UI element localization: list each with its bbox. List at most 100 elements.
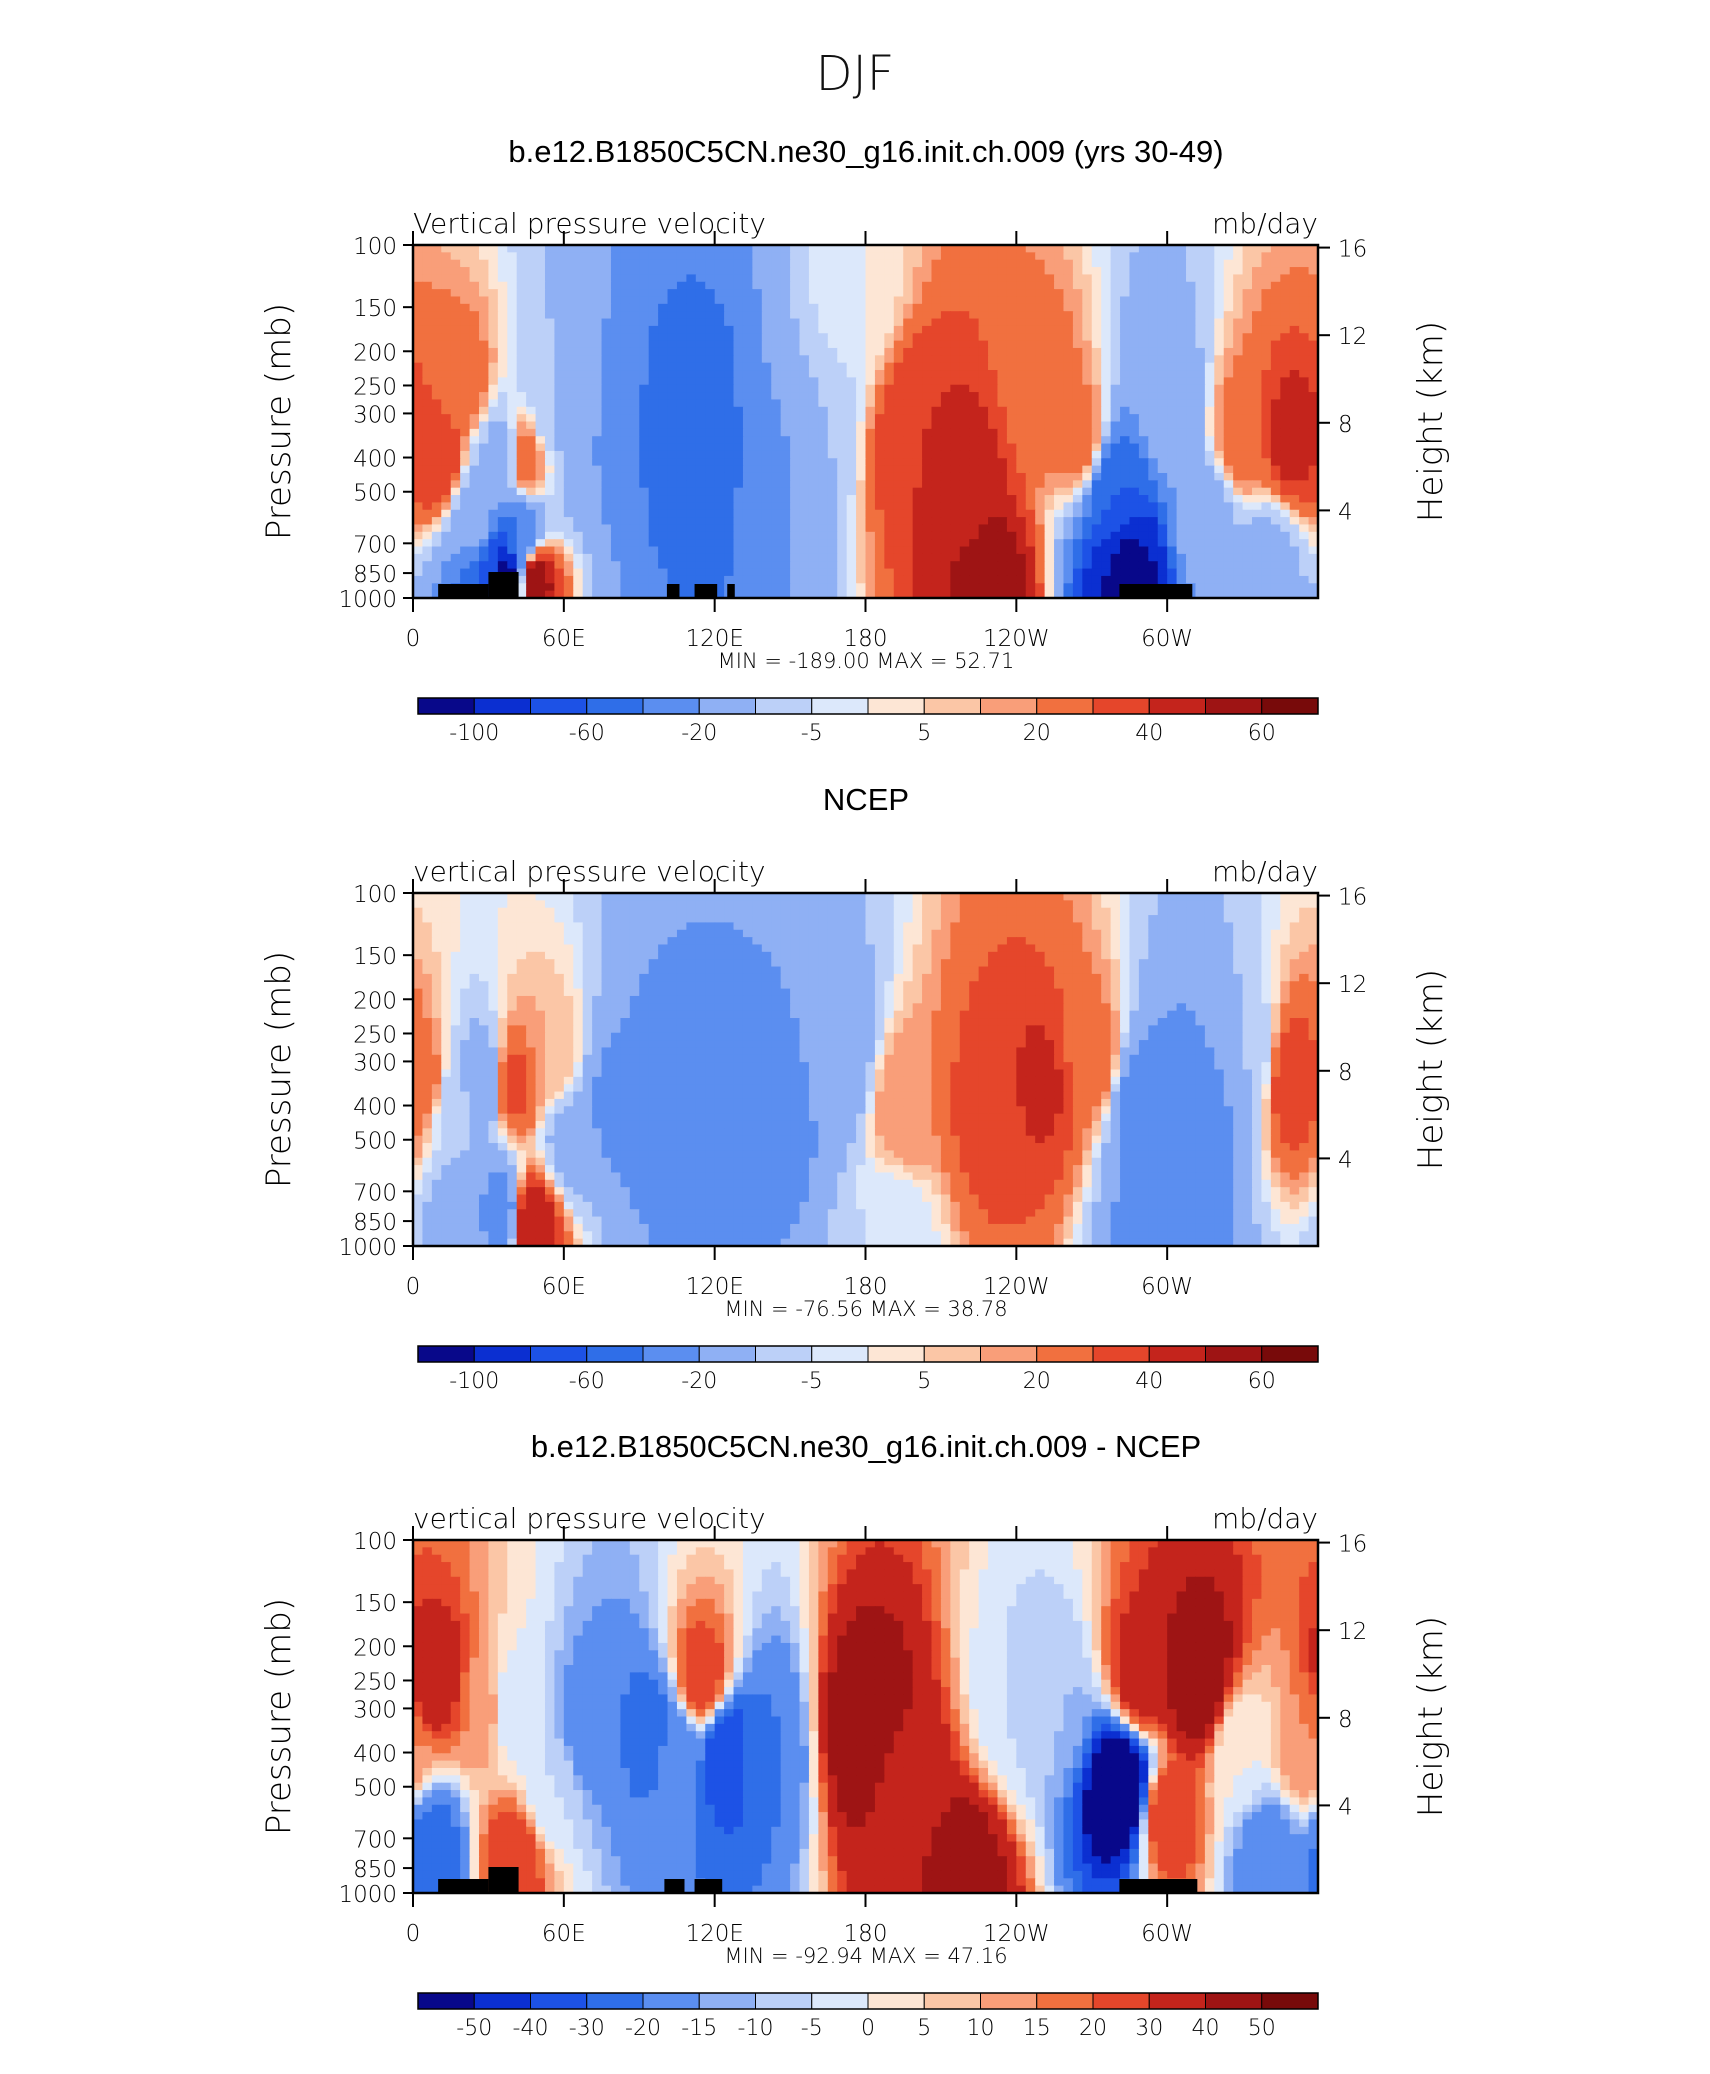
field-cell	[903, 495, 914, 503]
field-cell	[1176, 384, 1187, 393]
field-cell	[535, 583, 546, 592]
field-cell	[554, 377, 565, 386]
field-cell	[1120, 296, 1131, 305]
field-cell	[1035, 539, 1046, 548]
field-cell	[1138, 480, 1149, 489]
field-cell	[620, 406, 631, 415]
field-cell	[554, 480, 565, 489]
field-cell	[1072, 296, 1083, 305]
field-cell	[978, 487, 989, 496]
field-cell	[488, 458, 499, 467]
field-cell	[1129, 502, 1140, 511]
field-cell	[988, 406, 999, 415]
field-cell	[978, 281, 989, 290]
field-cell	[667, 465, 678, 474]
field-cell	[1176, 546, 1187, 555]
field-cell	[865, 311, 876, 320]
field-cell	[884, 465, 895, 474]
field-cell	[658, 509, 669, 518]
field-cell	[997, 281, 1008, 290]
field-cell	[497, 421, 508, 430]
field-cell	[1044, 583, 1055, 592]
field-cell	[705, 414, 716, 423]
field-cell	[1148, 406, 1159, 415]
field-cell	[1299, 318, 1310, 327]
field-cell	[1299, 524, 1310, 533]
field-cell	[413, 436, 424, 445]
field-cell	[1242, 568, 1253, 577]
field-cell	[846, 392, 857, 401]
field-cell	[573, 517, 584, 526]
field-cell	[441, 296, 452, 305]
field-cell	[573, 590, 584, 599]
field-cell	[1176, 355, 1187, 364]
field-cell	[1308, 355, 1319, 364]
field-cell	[752, 472, 763, 481]
field-cell	[1035, 502, 1046, 511]
field-cell	[969, 333, 980, 342]
field-cell	[1006, 900, 1017, 909]
field-cell	[1167, 384, 1178, 393]
field-cell	[1308, 472, 1319, 481]
field-cell	[856, 289, 867, 298]
field-cell	[431, 915, 442, 924]
field-cell	[601, 428, 612, 437]
field-cell	[893, 340, 904, 349]
field-cell	[592, 907, 603, 916]
colorbar-swatch	[1036, 697, 1094, 715]
field-cell	[639, 347, 650, 356]
field-cell	[922, 414, 933, 423]
field-cell	[592, 495, 603, 503]
field-cell	[695, 392, 706, 401]
field-cell	[667, 907, 678, 916]
field-cell	[507, 414, 518, 423]
field-cell	[771, 428, 782, 437]
field-cell	[846, 281, 857, 290]
field-cell	[686, 495, 697, 503]
colorbar-swatch	[867, 697, 925, 715]
field-cell	[695, 245, 706, 253]
field-cell	[478, 524, 490, 533]
field-cell	[1195, 893, 1206, 901]
field-cell	[912, 428, 923, 437]
field-cell	[582, 252, 593, 261]
field-cell	[526, 458, 537, 467]
field-cell	[667, 311, 678, 320]
field-cell	[658, 318, 669, 327]
field-cell	[808, 436, 819, 445]
field-cell	[620, 495, 631, 503]
field-cell	[478, 347, 490, 356]
field-cell	[790, 384, 801, 393]
field-cell	[686, 384, 697, 393]
field-cell	[544, 583, 556, 592]
field-cell	[1016, 281, 1027, 290]
field-cell	[1129, 893, 1140, 901]
field-cell	[969, 384, 980, 393]
field-cell	[1016, 347, 1027, 356]
field-cell	[714, 495, 725, 503]
field-cell	[752, 436, 763, 445]
field-cell	[846, 311, 857, 320]
field-cell	[1261, 583, 1272, 592]
field-cell	[1167, 907, 1178, 916]
field-cell	[658, 465, 669, 474]
field-cell	[610, 340, 621, 349]
field-cell	[1214, 325, 1225, 334]
field-cell	[554, 575, 565, 584]
field-cell	[903, 303, 914, 312]
field-cell	[903, 289, 914, 298]
field-cell	[544, 399, 556, 408]
field-cell	[563, 575, 574, 584]
field-cell	[450, 495, 461, 503]
field-cell	[874, 252, 885, 261]
field-cell	[780, 311, 791, 320]
field-cell	[526, 502, 537, 511]
field-cell	[827, 539, 838, 548]
field-cell	[1157, 340, 1168, 349]
field-cell	[865, 561, 876, 570]
field-cell	[771, 546, 782, 555]
field-cell	[658, 495, 669, 503]
field-cell	[639, 333, 650, 342]
field-cell	[1035, 900, 1046, 909]
field-cell	[526, 583, 537, 592]
